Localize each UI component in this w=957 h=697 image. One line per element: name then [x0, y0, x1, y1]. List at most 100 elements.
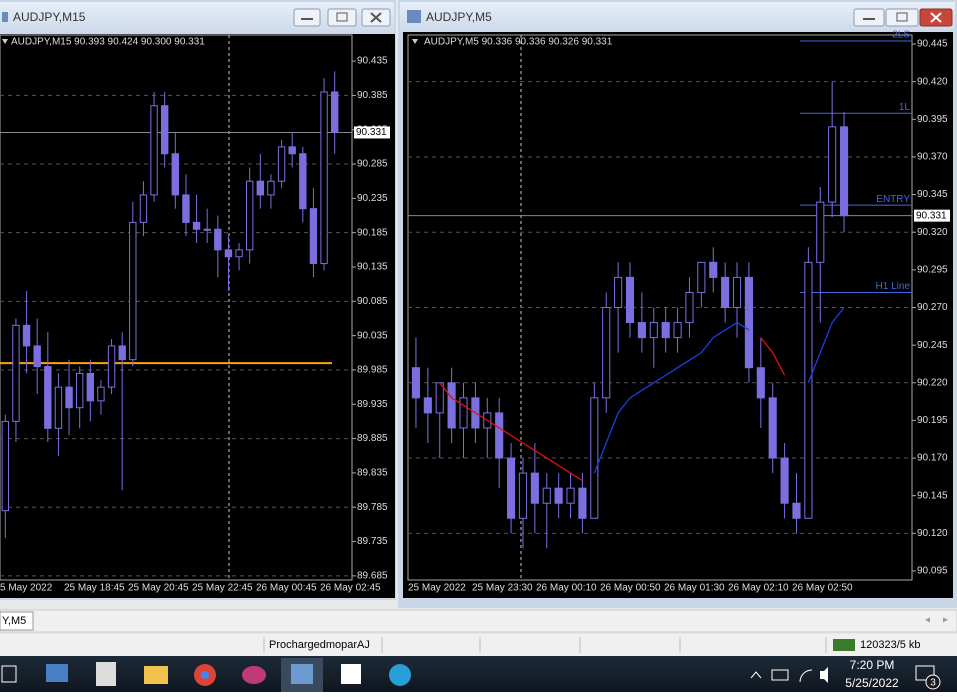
candle-body: [203, 228, 211, 231]
candle-body: [309, 208, 318, 265]
wifi-icon[interactable]: [799, 669, 813, 683]
candle-body: [614, 276, 623, 308]
close-icon: [930, 12, 942, 23]
y-tick-label: 90.170: [917, 453, 948, 464]
y-tick-label: 89.935: [357, 399, 388, 410]
candle-body: [625, 276, 635, 324]
tray-arrow[interactable]: [750, 671, 762, 679]
plot-border: [0, 34, 353, 581]
minimize-button[interactable]: [853, 8, 885, 27]
scroll-right[interactable]: ▸: [943, 615, 948, 626]
candle-body: [288, 146, 296, 155]
window-title: AUDJPY,M5: [426, 10, 492, 24]
candle-body: [721, 276, 730, 308]
x-tick-label: 25 May 23:30: [472, 583, 533, 594]
moving-average: [439, 382, 583, 482]
app-icon[interactable]: [46, 664, 68, 682]
task-view[interactable]: [1, 665, 17, 683]
candle-body: [129, 221, 137, 361]
chart-tab[interactable]: [0, 611, 34, 631]
candle-body: [256, 180, 264, 196]
candle-body: [320, 91, 328, 265]
x-tick-label: 26 May 02:45: [320, 583, 381, 594]
candle-body: [828, 126, 837, 203]
candle-body: [192, 221, 201, 230]
candle-body: [507, 457, 516, 519]
x-tick-label: 26 May 00:45: [256, 583, 317, 594]
restore-button[interactable]: [327, 8, 357, 27]
telegram-icon[interactable]: [389, 664, 411, 686]
y-tick-label: 90.395: [917, 114, 948, 125]
calculator-icon[interactable]: [96, 662, 116, 686]
restore-button[interactable]: [885, 8, 919, 27]
y-tick-label: 90.285: [357, 159, 388, 170]
candle-body: [423, 397, 432, 414]
menu-arrow[interactable]: [2, 39, 8, 44]
candle-body: [530, 472, 539, 504]
y-tick-label: 90.435: [357, 56, 388, 67]
candle-body: [224, 249, 233, 258]
window-title: AUDJPY,M15: [13, 10, 86, 24]
y-tick-label: 90.370: [917, 152, 948, 163]
candle-body: [411, 367, 421, 399]
candle-body: [33, 345, 41, 368]
candle-body: [768, 397, 777, 459]
tab-label[interactable]: Y,M5: [2, 615, 26, 627]
mt-icon: [291, 664, 313, 684]
candle-body: [150, 105, 158, 196]
candle-body: [107, 345, 116, 388]
y-tick-label: 90.245: [917, 340, 948, 351]
candle-body: [267, 180, 275, 196]
x-tick-label: 25 May 20:45: [128, 583, 189, 594]
profile-name: ProchargedmoparAJ: [269, 639, 370, 651]
candle-body: [214, 228, 222, 251]
candle-body: [44, 366, 52, 429]
notification-icon[interactable]: [915, 665, 935, 681]
snip-icon[interactable]: [242, 666, 266, 684]
y-tick-label: 89.685: [357, 571, 388, 582]
candle-body: [839, 126, 849, 217]
y-tick-label: 90.270: [917, 302, 948, 313]
candle-body: [554, 487, 563, 504]
candle-body: [566, 487, 575, 504]
y-tick-label: 90.120: [917, 528, 948, 539]
y-tick-label: 90.345: [917, 189, 948, 200]
price-label: 90.331: [916, 210, 947, 221]
y-tick-label: 90.320: [917, 227, 948, 238]
clock-date[interactable]: 5/25/2022: [845, 676, 899, 690]
x-tick-label: 26 May 02:50: [792, 583, 853, 594]
candle-body: [792, 502, 801, 519]
candle-body: [235, 249, 243, 258]
candle-body: [518, 472, 528, 519]
chart-info: AUDJPY,M15 90.393 90.424 90.300 90.331: [11, 37, 205, 48]
candle-body: [816, 201, 825, 263]
x-tick-label: 26 May 01:30: [664, 583, 725, 594]
menu-arrow[interactable]: [412, 39, 418, 44]
notes-icon[interactable]: [341, 664, 361, 684]
chrome-center: [201, 671, 209, 679]
y-tick-label: 90.235: [357, 193, 388, 204]
candle-body: [435, 382, 444, 414]
notification-count: 3: [930, 678, 936, 689]
candle-body: [118, 345, 126, 361]
level-label: 1L: [899, 102, 911, 113]
candle-body: [161, 105, 169, 155]
battery-icon[interactable]: [771, 669, 789, 681]
candle-body: [331, 91, 339, 133]
explorer-icon[interactable]: [144, 666, 168, 684]
taskbar: [0, 656, 957, 692]
window-icon: [2, 12, 8, 22]
y-tick-label: 90.385: [357, 90, 388, 101]
candle-body: [246, 180, 254, 251]
candle-body: [637, 322, 646, 339]
minimize-button[interactable]: [293, 8, 321, 27]
volume-icon[interactable]: [820, 667, 828, 683]
y-tick-label: 90.085: [357, 296, 388, 307]
traffic: 120323/5 kb: [860, 639, 921, 651]
scroll-left[interactable]: ◂: [925, 615, 930, 626]
candle-body: [780, 457, 789, 504]
clock-time[interactable]: 7:20 PM: [850, 658, 895, 672]
candle-body: [277, 146, 286, 182]
level-label: H1 Line: [876, 281, 911, 292]
